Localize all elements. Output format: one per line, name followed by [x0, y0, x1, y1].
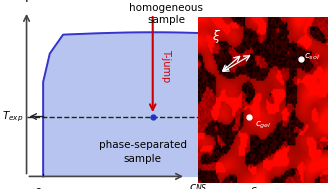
Text: homogeneous: homogeneous — [129, 3, 203, 13]
Text: $\xi$: $\xi$ — [212, 29, 221, 46]
Text: $c_{NS}$: $c_{NS}$ — [189, 183, 208, 189]
Text: $T_{exp}$: $T_{exp}$ — [2, 109, 23, 124]
Text: $c_{gel}$: $c_{gel}$ — [250, 186, 268, 189]
Text: sample: sample — [124, 154, 162, 164]
Text: sample: sample — [147, 15, 185, 25]
Text: phase-separated: phase-separated — [99, 140, 187, 150]
Text: T: T — [23, 0, 31, 5]
Text: $c_{gel}$: $c_{gel}$ — [255, 120, 271, 131]
Text: $c_{sol}$: $c_{sol}$ — [34, 186, 52, 189]
Text: T-jump: T-jump — [161, 49, 171, 82]
Text: $c_{sol}$: $c_{sol}$ — [304, 52, 319, 62]
Polygon shape — [43, 32, 259, 176]
